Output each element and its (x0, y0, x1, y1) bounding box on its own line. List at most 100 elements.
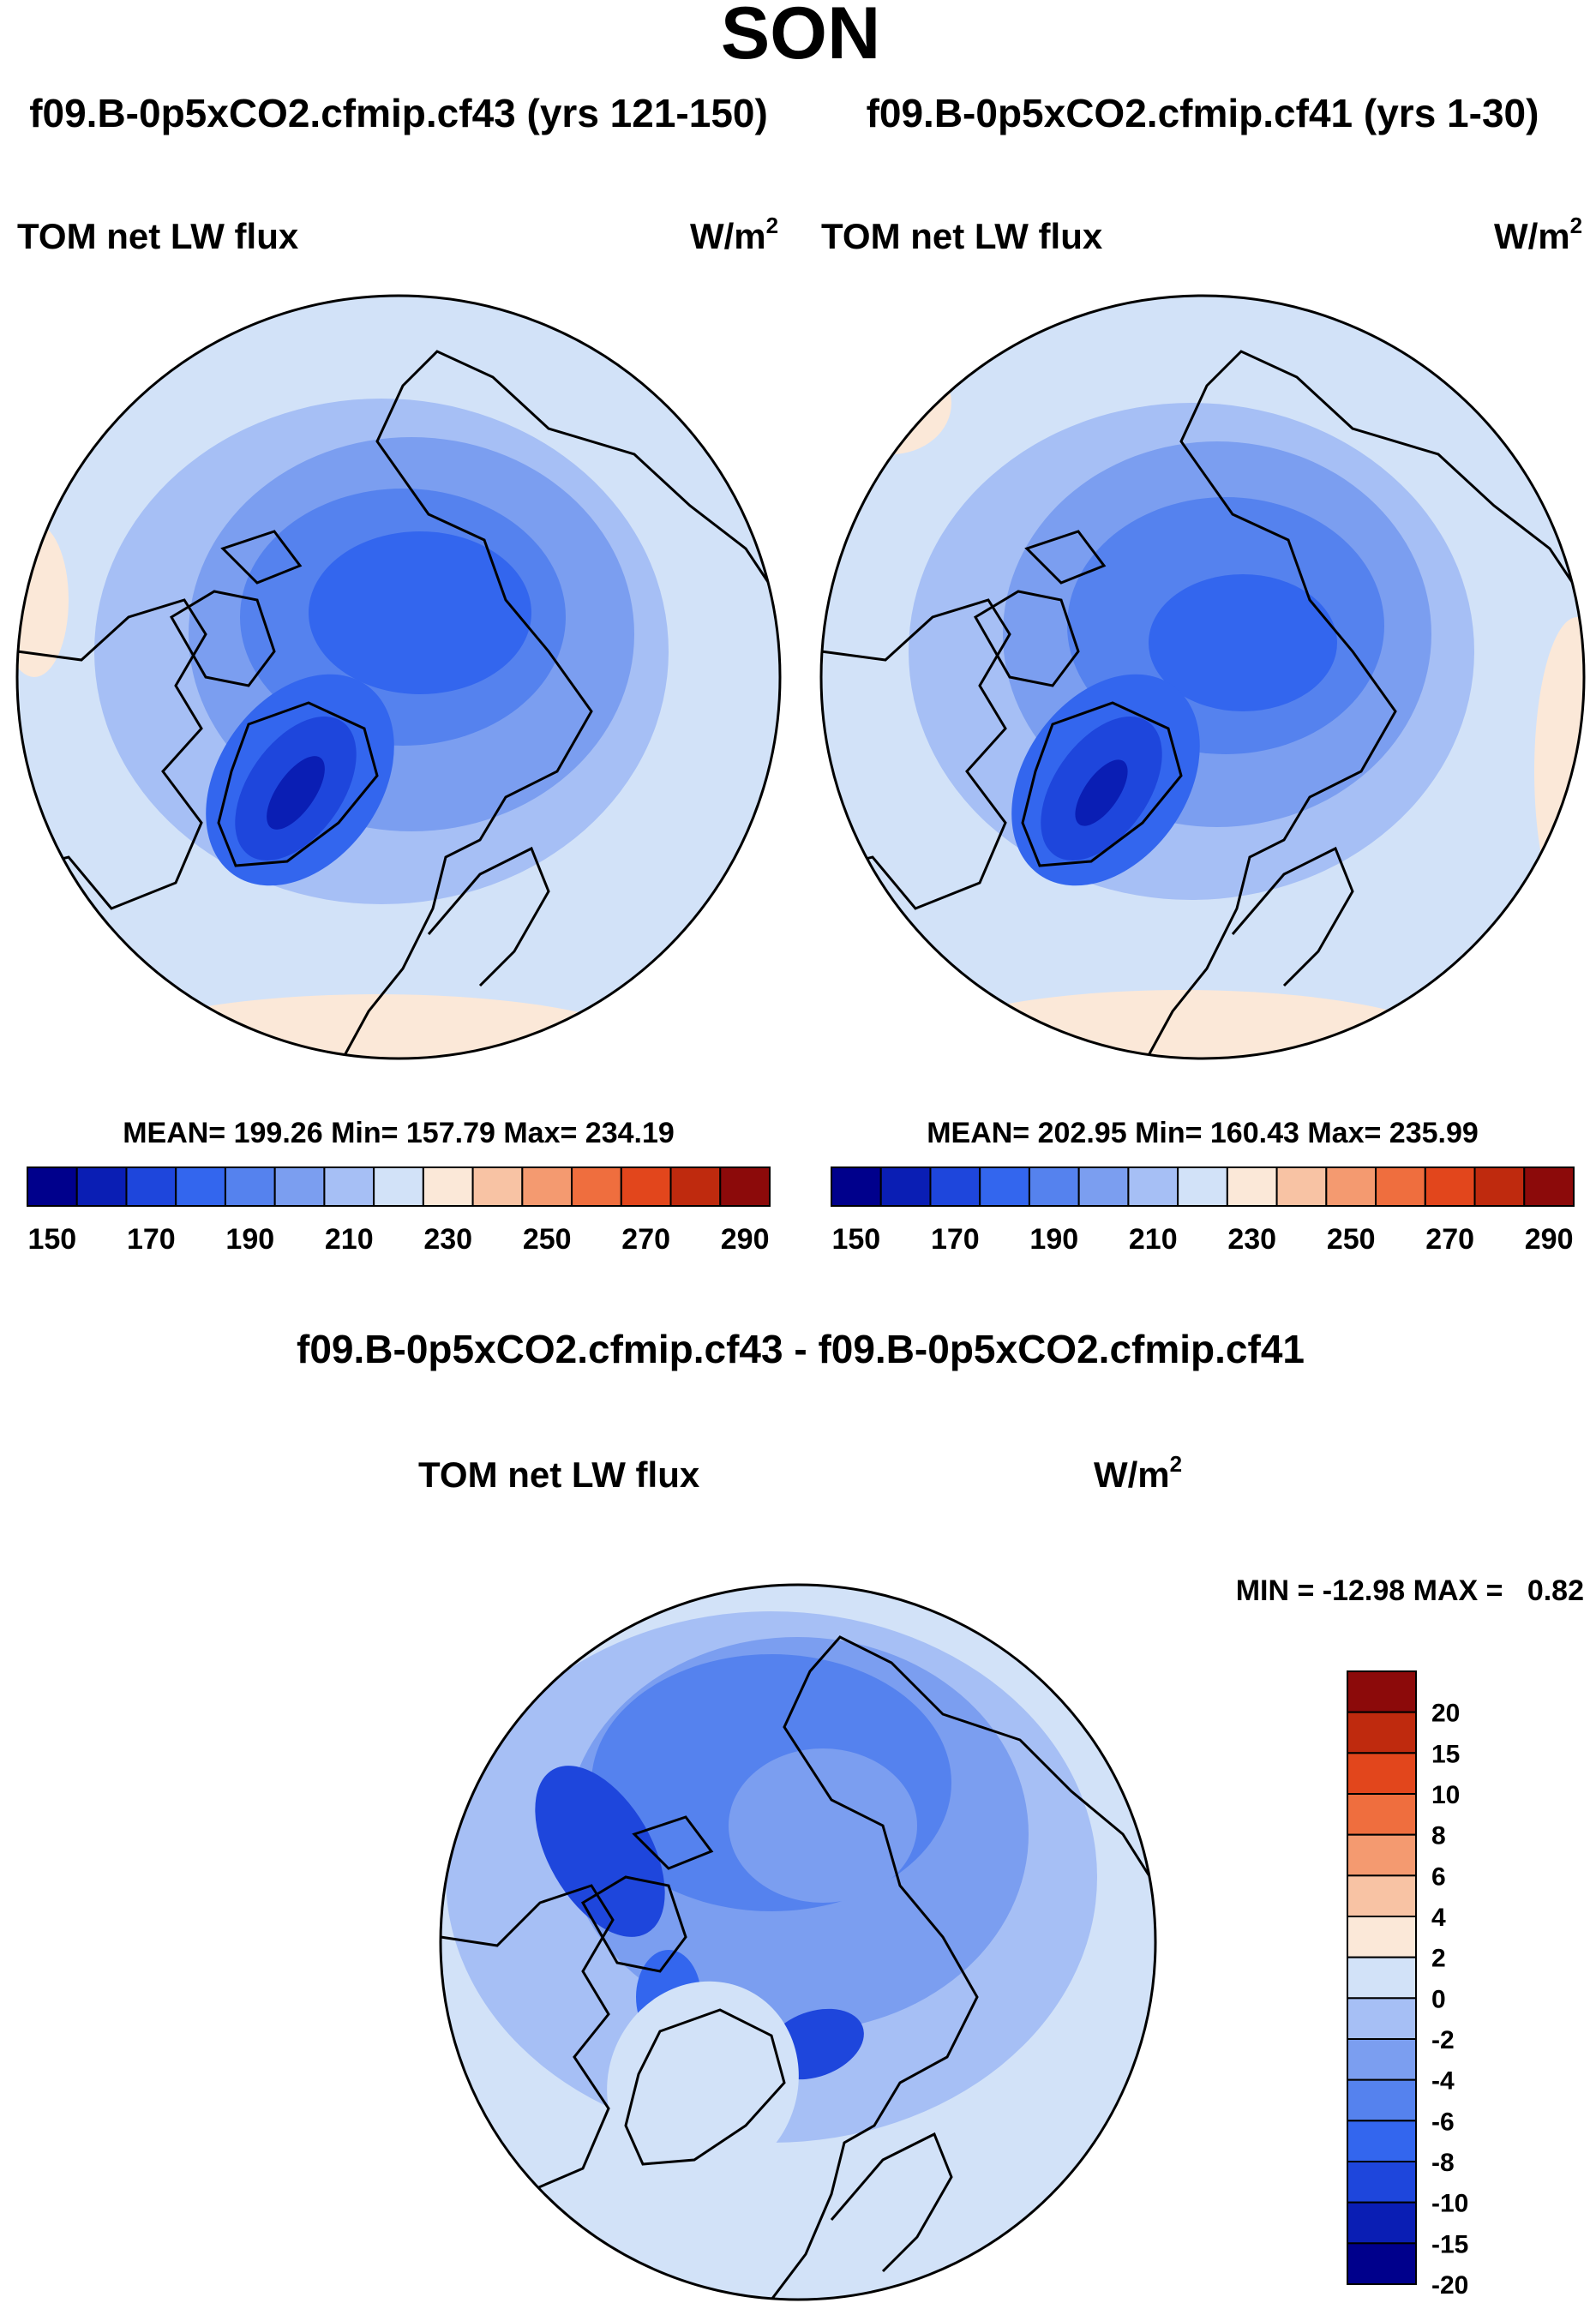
panel3-colorbar-box (1347, 1752, 1417, 1796)
panel3-units: W/m2 (1094, 1451, 1182, 1495)
panel2-colorbar-box (1028, 1166, 1080, 1207)
panel2-units: W/m2 (1494, 213, 1582, 256)
panel3-colorbar-box (1347, 1833, 1417, 1877)
panel2-colorbar-box (1077, 1166, 1130, 1207)
panel1-field-warm-west (17, 523, 69, 677)
panel3-colorbar-tick: -15 (1431, 2230, 1468, 2258)
panel1-colorbar-tick: 150 (27, 1223, 76, 1256)
panel2-colorbar-box (1127, 1166, 1179, 1207)
panel3-colorbar-tick: -8 (1431, 2149, 1455, 2177)
panel3-colorbar-box (1347, 1711, 1417, 1754)
panel3-colorbar-tick: 4 (1431, 1904, 1446, 1932)
panel1-colorbar-box (669, 1166, 722, 1207)
panel3-colorbar-tick: 10 (1431, 1781, 1460, 1809)
panel2-colorbar-tick: 290 (1525, 1223, 1574, 1256)
panel2-field-level-180 (1149, 574, 1337, 711)
panel2-coastline-greenland (1021, 701, 1183, 867)
panel2-colorbar-tick: 210 (1129, 1223, 1178, 1256)
panel3-colorbar-tick: -4 (1431, 2067, 1455, 2096)
panel1-colorbar-box (471, 1166, 524, 1207)
panel1-colorbar-box (620, 1166, 672, 1207)
panel1-coastline-archipelago (169, 530, 303, 687)
panel2-variable: TOM net LW flux (821, 216, 1103, 256)
panel1-colorbar-tick: 210 (325, 1223, 374, 1256)
panel3: f09.B-0p5xCO2.cfmip.cf43 - f09.B-0p5xCO2… (297, 1327, 1584, 2301)
panel2-coastline-scandinavia (1231, 846, 1354, 987)
panel1-colorbar-box (224, 1166, 276, 1207)
panel2-colorbar-box (929, 1166, 981, 1207)
panel1-colorbar-box (75, 1166, 128, 1207)
panel1-stats: MEAN= 199.26 Min= 157.79 Max= 234.19 (123, 1117, 675, 1149)
panel3-colorbar-box (1347, 2120, 1417, 2162)
panel2-colorbar-tick: 150 (831, 1223, 880, 1256)
panel2-colorbar-box (1523, 1166, 1575, 1207)
panel1-title: f09.B-0p5xCO2.cfmip.cf43 (yrs 121-150) (29, 91, 768, 135)
panel2-colorbar-box (879, 1166, 932, 1207)
panel1-map (17, 296, 780, 1059)
panel3-colorbar-box (1347, 1956, 1417, 2000)
panel2-colorbar-tick: 270 (1425, 1223, 1474, 1256)
panel1-variable: TOM net LW flux (17, 216, 299, 256)
panel2-colorbar-box (831, 1166, 882, 1207)
panel2-map-border (819, 294, 1586, 1060)
panel2-stats: MEAN= 202.95 Min= 160.43 Max= 235.99 (927, 1117, 1479, 1149)
season-title: SON (721, 0, 880, 75)
panel1-colorbar-tick: 270 (621, 1223, 670, 1256)
panel1-colorbar-box (571, 1166, 622, 1207)
panel3-colorbar-box (1347, 1874, 1417, 1917)
panel1-colorbar-box (422, 1166, 474, 1207)
diff-title: f09.B-0p5xCO2.cfmip.cf43 - f09.B-0p5xCO2… (297, 1327, 1305, 1371)
panel1-colorbar-box (273, 1166, 326, 1207)
panel1-coastline-greenland (217, 701, 379, 867)
panel1-colorbar-tick: 230 (423, 1223, 472, 1256)
panel3-coastline-scandinavia (830, 2132, 953, 2273)
panel3-colorbar-box (1347, 2201, 1417, 2245)
panel3-field-greenland-minus2 (607, 1981, 799, 2185)
panel3-colorbar-box (1347, 1670, 1417, 1713)
panel2-title: f09.B-0p5xCO2.cfmip.cf41 (yrs 1-30) (867, 91, 1539, 135)
panel2-colorbar-box (979, 1166, 1030, 1207)
panel2-colorbar-box (1424, 1166, 1476, 1207)
panel1-colorbar-tick: 170 (127, 1223, 176, 1256)
panel3-colorbar-tick: -2 (1431, 2026, 1455, 2054)
panel3-colorbar-tick: 0 (1431, 1985, 1446, 2013)
panel1-colorbar-box (719, 1166, 771, 1207)
panel3-colorbar-tick: 15 (1431, 1740, 1460, 1768)
panel3-colorbar-box (1347, 2242, 1417, 2285)
panel3-variable: TOM net LW flux (418, 1454, 700, 1495)
panel3-colorbar-tick: -10 (1431, 2190, 1468, 2218)
panel3-colorbar-box (1347, 2038, 1417, 2081)
panel3-minmax: MIN = -12.98 MAX = 0.82 (1236, 1574, 1584, 1607)
panel1-map-border (15, 294, 782, 1060)
panel3-colorbar-box (1347, 2078, 1417, 2122)
panel1-coastline-eurasia (341, 350, 780, 1059)
panel2-colorbar-box (1275, 1166, 1328, 1207)
panel1-colorbar-tick: 190 (225, 1223, 274, 1256)
panel2-coastline-north-america (821, 598, 1011, 910)
panel1-colorbar-tick: 290 (721, 1223, 770, 1256)
panel2-map (821, 296, 1584, 1059)
panel2: TOM net LW flux W/m2 MEAN= 202.95 Min= 1… (819, 213, 1586, 1256)
panel3-field-inner-minus4 (729, 1748, 917, 1903)
panel2-colorbar-tick: 230 (1227, 1223, 1276, 1256)
panel2-colorbar-box (1226, 1166, 1278, 1207)
panel2-field-warm-south (900, 990, 1466, 1059)
panel2-coastline-eurasia (1145, 350, 1584, 1059)
panel1-colorbar-box (175, 1166, 226, 1207)
panel1-coastline-north-america (17, 598, 207, 910)
panel3-colorbar-box (1347, 1916, 1417, 1958)
panel1-coastline-scandinavia (427, 846, 550, 987)
panel3-colorbar-tick: 8 (1431, 1822, 1446, 1850)
panel3-colorbar-tick: 6 (1431, 1862, 1446, 1891)
panel3-colorbar-tick: -6 (1431, 2108, 1455, 2136)
panel2-colorbar-box (1375, 1166, 1426, 1207)
panel1-colorbar-box (521, 1166, 573, 1207)
panel3-colorbar-tick: -20 (1431, 2271, 1468, 2300)
panel2-coastline-archipelago (973, 530, 1107, 687)
panel2-colorbar-box (1325, 1166, 1377, 1207)
panel3-map (441, 1585, 1155, 2300)
panel2-colorbar-box (1177, 1166, 1228, 1207)
panel3-colorbar-box (1347, 1793, 1417, 1836)
panel2-colorbar-tick: 190 (1029, 1223, 1078, 1256)
